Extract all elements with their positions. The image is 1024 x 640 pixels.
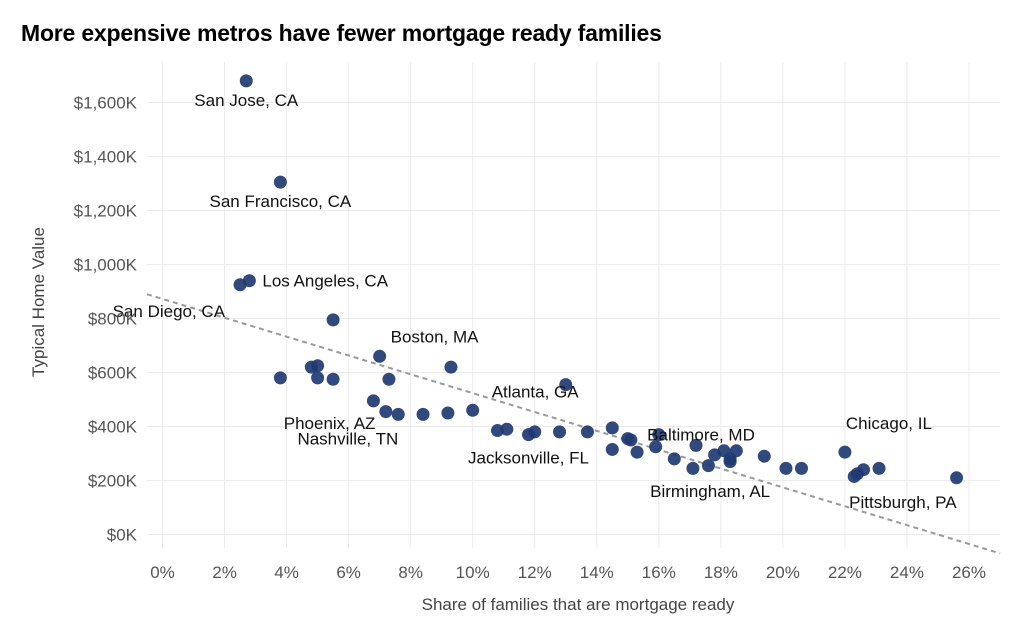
data-point[interactable] [621, 432, 635, 446]
data-point[interactable] [379, 405, 393, 419]
y-axis-title: Typical Home Value [29, 227, 48, 377]
point-label: Nashville, TN [297, 429, 398, 448]
x-tick-label: 24% [890, 563, 924, 582]
y-tick-label: $1,400K [74, 148, 138, 167]
data-point[interactable] [311, 359, 325, 373]
data-point[interactable] [273, 371, 287, 385]
point-label: Boston, MA [391, 327, 480, 346]
data-point[interactable] [466, 403, 480, 417]
data-point[interactable] [441, 406, 455, 420]
data-point[interactable] [580, 425, 594, 439]
data-point[interactable] [311, 371, 325, 385]
data-point[interactable] [794, 461, 808, 475]
data-point[interactable] [500, 422, 514, 436]
point-label: San Jose, CA [194, 91, 299, 110]
data-point[interactable] [366, 394, 380, 408]
data-point[interactable] [950, 471, 964, 485]
x-tick-label: 14% [580, 563, 614, 582]
y-tick-label: $1,600K [74, 94, 138, 113]
data-point[interactable] [857, 463, 871, 477]
x-axis: 0% 2% 4% 6% 8% 10% 12% 14% 16% 18% 20% 22% 24% 26% [150, 563, 986, 582]
data-point[interactable] [373, 349, 387, 363]
x-tick-label: 12% [518, 563, 552, 582]
data-point[interactable] [757, 449, 771, 463]
y-tick-label: $1,200K [74, 202, 138, 221]
point-label: Phoenix, AZ [284, 414, 376, 433]
x-tick-label: 6% [336, 563, 361, 582]
data-point[interactable] [729, 444, 743, 458]
x-tick-label: 4% [274, 563, 299, 582]
data-point[interactable] [553, 425, 567, 439]
data-point[interactable] [652, 428, 666, 442]
data-point[interactable] [391, 407, 405, 421]
y-tick-label: $400K [88, 418, 138, 437]
data-point[interactable] [559, 378, 573, 392]
y-tick-label: $1,000K [74, 256, 138, 275]
x-tick-label: 22% [828, 563, 862, 582]
data-point[interactable] [667, 452, 681, 466]
data-point[interactable] [233, 278, 247, 292]
data-point[interactable] [689, 438, 703, 452]
x-tick-label: 26% [952, 563, 986, 582]
x-tick-label: 16% [642, 563, 676, 582]
data-point[interactable] [528, 425, 542, 439]
data-point[interactable] [605, 442, 619, 456]
data-point[interactable] [239, 74, 253, 88]
data-point[interactable] [326, 313, 340, 327]
trendline [146, 293, 1001, 555]
point-labels-layer: San Jose, CA San Francisco, CA Los Angeles… [113, 91, 958, 512]
data-point[interactable] [649, 440, 663, 454]
y-tick-label: $800K [88, 310, 138, 329]
point-label: Los Angeles, CA [262, 272, 388, 291]
data-point[interactable] [838, 445, 852, 459]
data-point[interactable] [444, 360, 458, 374]
data-point[interactable] [779, 461, 793, 475]
point-label: Jacksonville, FL [468, 449, 589, 468]
y-tick-label: $600K [88, 364, 138, 383]
points-layer [233, 74, 964, 485]
data-point[interactable] [630, 445, 644, 459]
point-label: Birmingham, AL [650, 482, 770, 501]
trendline-layer [146, 293, 1001, 555]
x-tick-label: 20% [766, 563, 800, 582]
x-tick-label: 10% [456, 563, 490, 582]
data-point[interactable] [701, 459, 715, 473]
point-label: Atlanta, GA [492, 382, 580, 401]
x-axis-title: Share of families that are mortgage read… [422, 595, 735, 614]
y-tick-label: $200K [88, 472, 138, 491]
y-tick-label: $0K [107, 526, 138, 545]
point-label: San Francisco, CA [210, 192, 352, 211]
chart-title: More expensive metros have fewer mortgag… [21, 20, 662, 46]
x-tick-label: 18% [704, 563, 738, 582]
data-point[interactable] [872, 461, 886, 475]
x-tick-label: 0% [150, 563, 175, 582]
data-point[interactable] [416, 407, 430, 421]
x-tick-label: 2% [212, 563, 237, 582]
point-label: Chicago, IL [846, 414, 932, 433]
data-point[interactable] [273, 175, 287, 189]
grid-lines [147, 62, 1000, 548]
data-point[interactable] [605, 421, 619, 435]
data-point[interactable] [686, 461, 700, 475]
x-tick-label: 8% [398, 563, 423, 582]
y-axis: $0K $200K $400K $600K $800K $1,000K $1,200K $1,… [74, 94, 138, 545]
point-label: Pittsburgh, PA [849, 493, 957, 512]
point-label: San Diego, CA [113, 302, 226, 321]
data-point[interactable] [326, 372, 340, 386]
point-label: Baltimore, MD [647, 425, 755, 444]
data-point[interactable] [382, 372, 396, 386]
